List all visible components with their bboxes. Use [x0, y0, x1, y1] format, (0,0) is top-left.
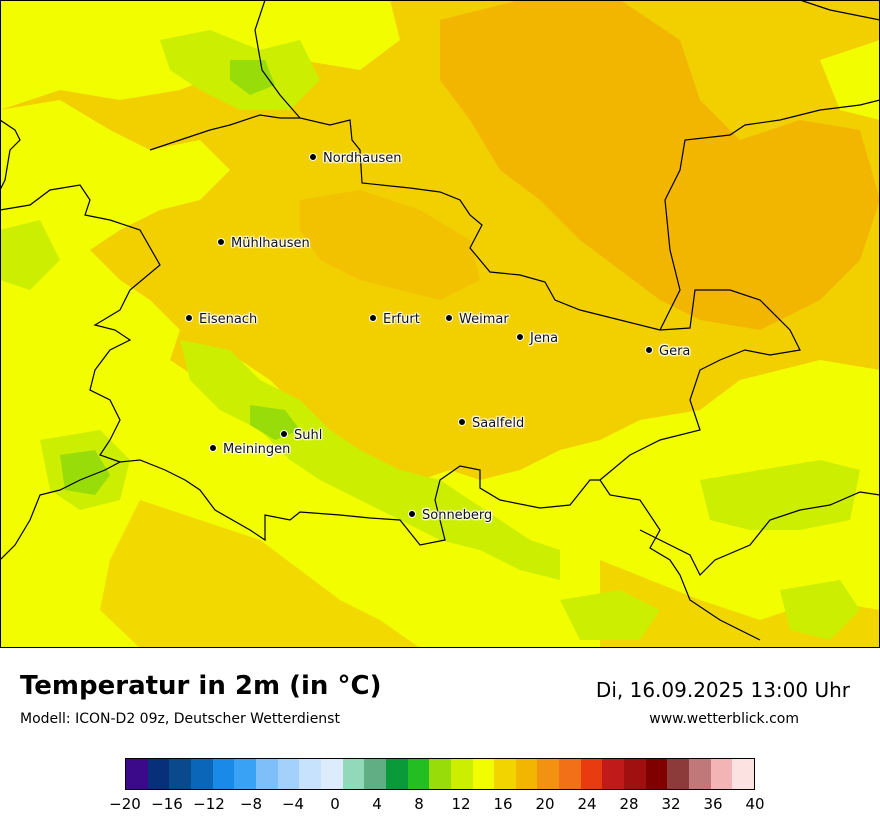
- legend-swatch: [515, 759, 538, 789]
- color-legend: [125, 758, 755, 790]
- state-borders: [0, 0, 880, 641]
- legend-swatch: [580, 759, 603, 789]
- legend-swatch: [299, 759, 321, 789]
- city-weimar: Weimar: [445, 312, 509, 327]
- city-dot: [185, 314, 193, 322]
- city-dot: [280, 430, 288, 438]
- legend-tick-label: 24: [577, 795, 597, 813]
- city-label: Jena: [530, 331, 559, 346]
- legend-tick-label: 12: [451, 795, 471, 813]
- city-meiningen: Meiningen: [209, 442, 290, 457]
- city-dot: [209, 444, 217, 452]
- legend-swatch: [494, 759, 516, 789]
- legend-swatch: [234, 759, 256, 789]
- legend-swatch: [732, 759, 755, 789]
- city-nordhausen: Nordhausen: [309, 151, 402, 166]
- legend-swatch: [277, 759, 300, 789]
- map-title: Temperatur in 2m (in °C): [20, 671, 382, 701]
- city-dot: [309, 153, 317, 161]
- city-muehlhausen: Mühlhausen: [217, 236, 310, 251]
- legend-tick-label: 0: [330, 795, 340, 813]
- legend-swatch: [602, 759, 625, 789]
- city-label: Suhl: [294, 428, 323, 443]
- legend-swatch: [126, 759, 148, 789]
- legend-swatch: [667, 759, 690, 789]
- legend-tick-label: 20: [535, 795, 555, 813]
- city-gera: Gera: [645, 344, 690, 359]
- legend-swatch: [169, 759, 191, 789]
- legend-swatch: [710, 759, 733, 789]
- legend-swatch: [429, 759, 451, 789]
- city-dot: [445, 314, 453, 322]
- city-saalfeld: Saalfeld: [458, 416, 524, 431]
- legend-swatch: [472, 759, 495, 789]
- city-dot: [408, 510, 416, 518]
- temperature-field: [0, 0, 880, 648]
- city-label: Sonneberg: [422, 508, 493, 523]
- legend-swatch: [212, 759, 235, 789]
- legend-tick-label: −8: [239, 795, 263, 813]
- city-label: Gera: [659, 344, 691, 359]
- legend-swatch: [385, 759, 408, 789]
- city-jena: Jena: [516, 331, 558, 346]
- city-dot: [217, 238, 225, 246]
- legend-tick-label: 28: [619, 795, 639, 813]
- legend-swatch: [364, 759, 386, 789]
- legend-swatch: [190, 759, 213, 789]
- legend-tick-label: 16: [493, 795, 513, 813]
- city-label: Erfurt: [383, 312, 420, 327]
- website-link[interactable]: www.wetterblick.com: [649, 711, 799, 727]
- city-label: Mühlhausen: [231, 236, 310, 251]
- city-label: Weimar: [459, 312, 509, 327]
- temperature-map[interactable]: Nordhausen Mühlhausen Eisenach Erfurt We…: [0, 0, 880, 648]
- legend-tick-label: −20: [109, 795, 141, 813]
- city-eisenach: Eisenach: [185, 312, 257, 327]
- city-sonneberg: Sonneberg: [408, 508, 492, 523]
- city-dot: [458, 418, 466, 426]
- legend-swatch: [537, 759, 560, 789]
- legend-swatch: [689, 759, 711, 789]
- legend-ticks: −20 −16 −12 −8 −4 0 4 8 12 16 20 24 28 32 36 40: [0, 795, 880, 817]
- legend-tick-label: 4: [372, 795, 382, 813]
- legend-swatch: [450, 759, 473, 789]
- legend-tick-label: 32: [661, 795, 681, 813]
- legend-tick-label: −4: [281, 795, 305, 813]
- city-suhl: Suhl: [280, 428, 322, 443]
- orange-zone: [100, 0, 880, 648]
- legend-tick-label: 36: [703, 795, 723, 813]
- legend-swatch: [559, 759, 581, 789]
- city-dot: [645, 346, 653, 354]
- legend-swatch: [645, 759, 668, 789]
- legend-swatch: [320, 759, 343, 789]
- legend-tick-label: 8: [414, 795, 424, 813]
- legend-tick-label: −16: [151, 795, 183, 813]
- city-label: Saalfeld: [472, 416, 525, 431]
- legend-swatch: [407, 759, 430, 789]
- city-dot: [369, 314, 377, 322]
- city-label: Nordhausen: [323, 151, 402, 166]
- legend-swatch: [342, 759, 365, 789]
- legend-swatch: [255, 759, 278, 789]
- city-label: Meiningen: [223, 442, 291, 457]
- city-label: Eisenach: [199, 312, 258, 327]
- model-source: Modell: ICON-D2 09z, Deutscher Wetterdie…: [20, 711, 340, 727]
- legend-swatch: [147, 759, 170, 789]
- city-erfurt: Erfurt: [369, 312, 420, 327]
- forecast-datetime: Di, 16.09.2025 13:00 Uhr: [595, 678, 850, 702]
- legend-swatch: [624, 759, 646, 789]
- city-dot: [516, 333, 524, 341]
- legend-tick-label: −12: [193, 795, 225, 813]
- legend-tick-label: 40: [745, 795, 765, 813]
